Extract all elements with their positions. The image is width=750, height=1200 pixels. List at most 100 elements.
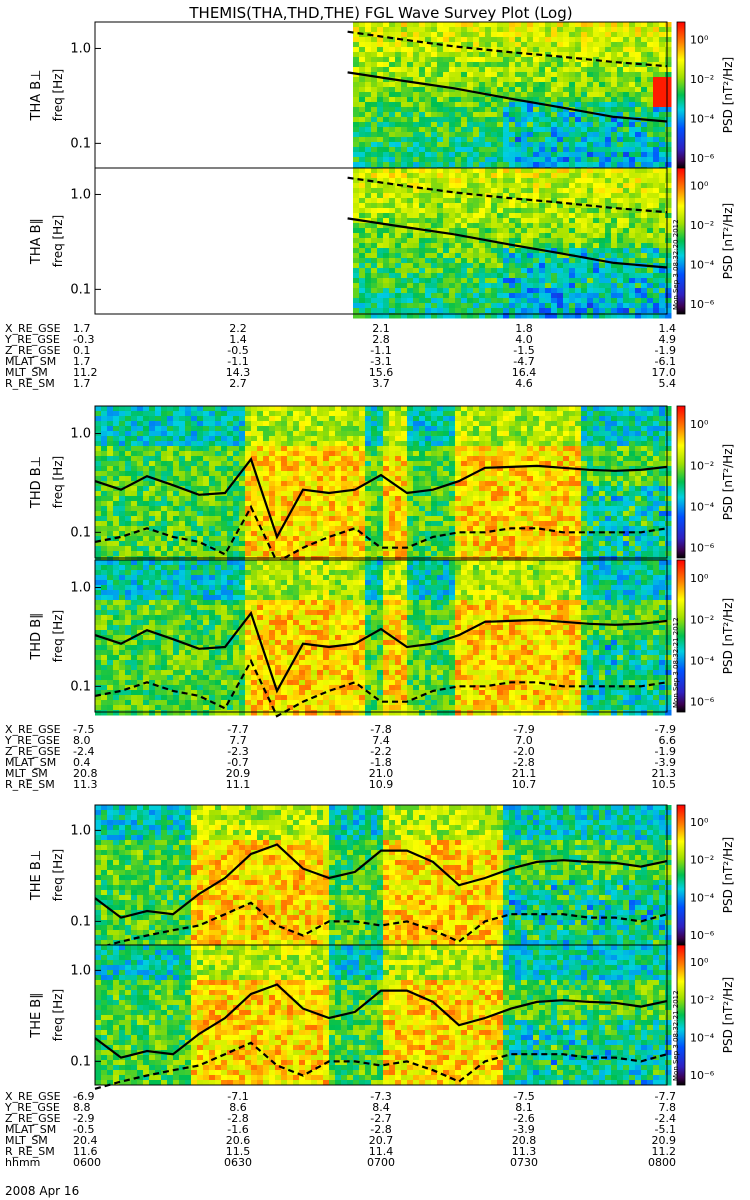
spectrogram-cell bbox=[413, 57, 420, 63]
spectrogram-cell bbox=[437, 37, 444, 43]
spectrogram-cell bbox=[395, 278, 402, 284]
spectrogram-cell bbox=[419, 112, 426, 118]
spectrogram-cell bbox=[473, 218, 480, 224]
ephemeris-value: -0.3 bbox=[73, 333, 94, 346]
spectrogram-cell bbox=[461, 122, 468, 128]
spectrogram-cell bbox=[401, 431, 408, 437]
spectrogram-cell bbox=[257, 406, 264, 412]
spectrogram-cell bbox=[383, 426, 390, 432]
spectrogram-cell bbox=[497, 193, 504, 199]
spectrogram-cell bbox=[551, 248, 558, 254]
spectrogram-cell bbox=[221, 426, 228, 432]
spectrogram-cell bbox=[191, 486, 198, 492]
spectrogram-cell bbox=[167, 456, 174, 462]
spectrogram-cell bbox=[233, 426, 240, 432]
spectrogram-cell bbox=[443, 243, 450, 249]
spectrogram-cell bbox=[329, 416, 336, 422]
spectrogram-cell bbox=[485, 218, 492, 224]
spectrogram-cell bbox=[419, 243, 426, 249]
spectrogram-cell bbox=[563, 273, 570, 279]
spectrogram-cell bbox=[293, 421, 300, 427]
spectrogram-cell bbox=[467, 157, 474, 163]
spectrogram-cell bbox=[623, 97, 630, 103]
spectrogram-cell bbox=[467, 268, 474, 274]
spectrogram-cell bbox=[413, 481, 420, 487]
spectrogram-cell bbox=[569, 132, 576, 138]
spectrogram-cell bbox=[419, 87, 426, 93]
spectrogram-cell bbox=[665, 283, 672, 289]
spectrogram-cell bbox=[239, 511, 246, 517]
spectrogram-cell bbox=[575, 248, 582, 254]
spectrogram-cell bbox=[95, 471, 102, 477]
spectrogram-cell bbox=[605, 92, 612, 98]
spectrogram-cell bbox=[179, 416, 186, 422]
spectrogram-cell bbox=[479, 198, 486, 204]
spectrogram-cell bbox=[155, 546, 162, 552]
spectrogram-cell bbox=[449, 77, 456, 83]
spectrogram-cell bbox=[635, 27, 642, 33]
spectrogram-cell bbox=[419, 162, 426, 168]
spectrogram-cell bbox=[407, 92, 414, 98]
spectrogram-cell bbox=[437, 228, 444, 234]
spectrogram-cell bbox=[647, 228, 654, 234]
spectrogram-cell bbox=[263, 421, 270, 427]
spectrogram-cell bbox=[491, 278, 498, 284]
spectrogram-cell bbox=[659, 157, 666, 163]
spectrogram-cell bbox=[557, 137, 564, 143]
spectrogram-cell bbox=[407, 466, 414, 472]
spectrogram-cell bbox=[95, 456, 102, 462]
spectrogram-cell bbox=[665, 77, 672, 83]
spectrogram-cell bbox=[401, 541, 408, 547]
spectrogram-cell bbox=[473, 288, 480, 294]
spectrogram-cell bbox=[275, 546, 282, 552]
spectrogram-cell bbox=[605, 238, 612, 244]
spectrogram-cell bbox=[413, 243, 420, 249]
spectrogram-cell bbox=[479, 87, 486, 93]
spectrogram-cell bbox=[203, 456, 210, 462]
spectrogram-cell bbox=[251, 411, 258, 417]
spectrogram-cell bbox=[365, 481, 372, 487]
spectrogram-cell bbox=[377, 208, 384, 214]
spectrogram-cell bbox=[371, 122, 378, 128]
spectrogram-cell bbox=[401, 521, 408, 527]
spectrogram-cell bbox=[461, 42, 468, 48]
spectrogram-cell bbox=[179, 506, 186, 512]
spectrogram-cell bbox=[251, 491, 258, 497]
spectrogram-cell bbox=[419, 308, 426, 314]
spectrogram-cell bbox=[425, 32, 432, 38]
spectrogram-cell bbox=[443, 22, 450, 28]
spectrogram-cell bbox=[563, 57, 570, 63]
spectrogram-cell bbox=[449, 238, 456, 244]
spectrogram-cell bbox=[257, 491, 264, 497]
spectrogram-cell bbox=[179, 516, 186, 522]
spectrogram-cell bbox=[413, 208, 420, 214]
spectrogram-cell bbox=[485, 293, 492, 299]
spectrogram-cell bbox=[353, 303, 360, 309]
spectrogram-cell bbox=[443, 57, 450, 63]
spectrogram-cell bbox=[641, 203, 648, 209]
spectrogram-cell bbox=[623, 228, 630, 234]
spectrogram-cell bbox=[467, 127, 474, 133]
spectrogram-cell bbox=[161, 476, 168, 482]
spectrogram-cell bbox=[653, 203, 660, 209]
spectrogram-cell bbox=[647, 57, 654, 63]
spectrogram-cell bbox=[587, 228, 594, 234]
spectrogram-cell bbox=[449, 258, 456, 264]
spectrogram-cell bbox=[551, 288, 558, 294]
spectrogram-cell bbox=[497, 263, 504, 269]
spectrogram-cell bbox=[473, 278, 480, 284]
spectrogram-cell bbox=[317, 536, 324, 542]
spectrogram-cell bbox=[287, 446, 294, 452]
ephemeris-value: 17.0 bbox=[652, 366, 677, 379]
spectrogram-cell bbox=[617, 27, 624, 33]
spectrogram-cell bbox=[461, 77, 468, 83]
spectrogram-cell bbox=[395, 273, 402, 279]
spectrogram-cell bbox=[437, 107, 444, 113]
spectrogram-cell bbox=[557, 147, 564, 153]
spectrogram-cell bbox=[377, 253, 384, 259]
spectrogram-cell bbox=[497, 293, 504, 299]
spectrogram-cell bbox=[587, 298, 594, 304]
spectrogram-cell bbox=[131, 416, 138, 422]
spectrogram-cell bbox=[461, 268, 468, 274]
spectrogram-cell bbox=[353, 223, 360, 229]
